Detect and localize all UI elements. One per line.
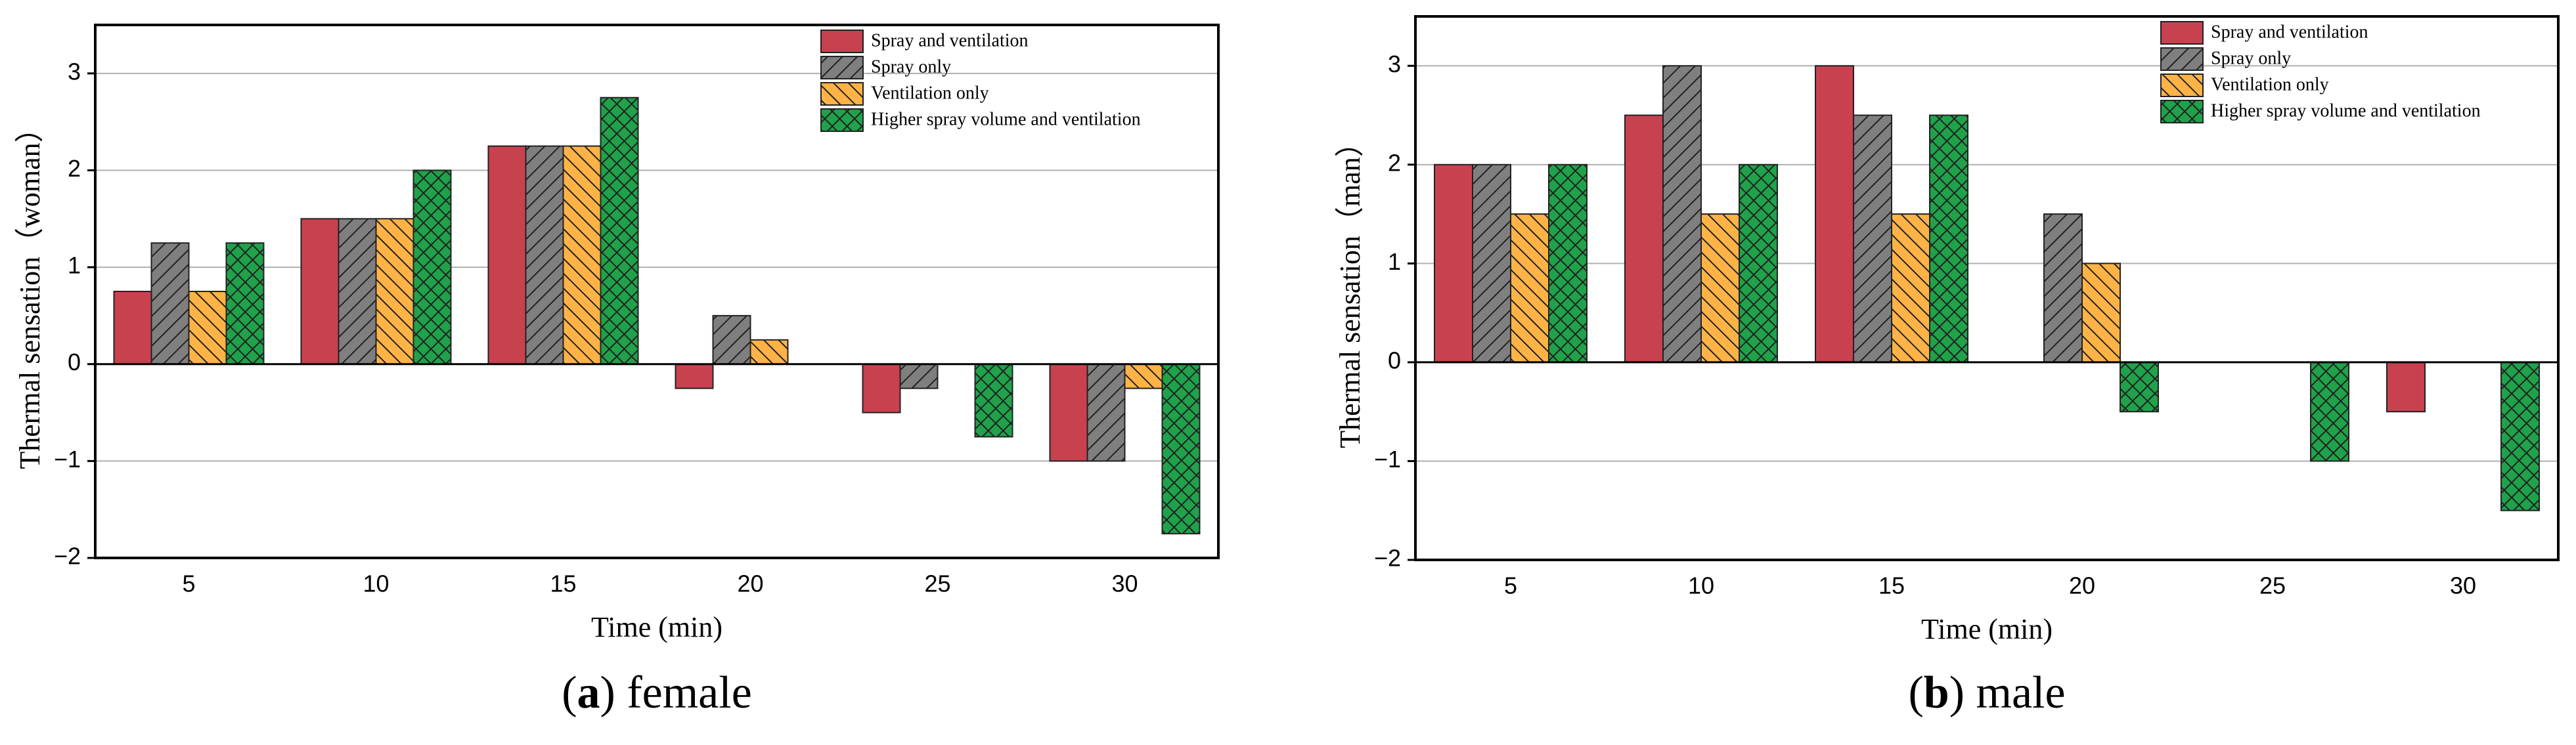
bar <box>562 145 602 365</box>
caption: (b) male <box>1908 668 2065 718</box>
caption-part: ( <box>1908 668 1923 718</box>
bar <box>412 169 452 365</box>
bar <box>1548 163 1588 363</box>
legend-label: Spray only <box>871 56 951 77</box>
bar <box>1086 363 1126 462</box>
bar <box>712 314 751 365</box>
legend-swatch <box>820 56 864 79</box>
legend-swatch <box>820 82 864 106</box>
y-axis-title: Thermal sensation（woman） <box>14 114 46 469</box>
legend-label: Spray only <box>2211 48 2291 68</box>
bar <box>1161 363 1201 535</box>
legend-label: Ventilation only <box>871 83 989 103</box>
caption-part: b <box>1924 668 1949 718</box>
y-tick-label: −2 <box>1374 545 1401 572</box>
bar <box>1624 114 1664 363</box>
bar <box>375 218 414 365</box>
legend-label: Spray and ventilation <box>2211 22 2368 42</box>
caption-part: a <box>577 668 600 718</box>
x-tick-label: 25 <box>2259 572 2286 599</box>
x-tick-label: 5 <box>182 570 195 597</box>
legend-label: Spray and ventilation <box>871 30 1029 51</box>
legend-swatch <box>2160 47 2204 71</box>
caption: (a) female <box>562 668 752 718</box>
bar <box>1662 65 1702 363</box>
legend-label: Higher spray volume and ventilation <box>871 109 1141 129</box>
legend-swatch <box>820 30 864 53</box>
bar <box>1700 213 1740 363</box>
bar <box>2386 361 2426 413</box>
x-axis-title: Time (min) <box>1921 613 2053 645</box>
y-tick-label: 3 <box>1388 51 1401 77</box>
bar <box>675 363 714 389</box>
bar <box>1929 114 1968 363</box>
y-tick-label: −1 <box>54 446 81 473</box>
x-tick-label: 10 <box>1688 572 1714 599</box>
x-tick-label: 25 <box>924 570 950 597</box>
bar <box>487 145 527 365</box>
bar <box>338 218 377 365</box>
y-tick-label: 2 <box>1388 149 1401 176</box>
bar <box>300 218 340 365</box>
x-tick-label: 15 <box>1878 572 1905 599</box>
bar <box>862 363 901 414</box>
bar <box>1124 363 1163 389</box>
legend-label: Ventilation only <box>2211 74 2329 95</box>
y-tick-label: −1 <box>1374 446 1401 473</box>
y-tick-label: 1 <box>1388 248 1401 275</box>
legend-swatch <box>2160 100 2204 123</box>
bar <box>525 145 564 365</box>
x-tick-label: 30 <box>1111 570 1138 597</box>
bar <box>225 242 265 365</box>
bar <box>1510 213 1549 363</box>
y-axis-title: Thermal sensation（man） <box>1334 128 1366 448</box>
caption-part: ) female <box>600 668 752 718</box>
x-tick-label: 10 <box>363 570 389 597</box>
bar <box>2081 263 2121 363</box>
x-tick-label: 30 <box>2450 572 2476 599</box>
x-axis-title: Time (min) <box>591 611 722 643</box>
legend-label: Higher spray volume and ventilation <box>2211 100 2481 121</box>
x-tick-label: 20 <box>2069 572 2095 599</box>
legend-swatch <box>2160 21 2204 45</box>
bar <box>1815 65 1854 363</box>
bar <box>2120 361 2159 413</box>
bar <box>974 363 1013 438</box>
legend-swatch <box>820 108 864 132</box>
bar <box>1739 163 1778 363</box>
caption-part: ) male <box>1949 668 2066 718</box>
bar <box>2043 213 2083 363</box>
bar <box>899 363 939 389</box>
x-tick-label: 20 <box>737 570 763 597</box>
bar <box>150 242 190 365</box>
y-tick-label: −2 <box>54 543 81 570</box>
bar <box>1472 163 1511 363</box>
bar <box>2500 361 2540 511</box>
y-tick-label: 3 <box>68 58 81 85</box>
bar <box>1891 213 1930 363</box>
bar <box>1434 163 1473 363</box>
bar <box>749 339 789 365</box>
plot-frame <box>94 24 1220 559</box>
legend-swatch <box>2160 74 2204 97</box>
x-tick-label: 15 <box>550 570 576 597</box>
bar <box>1049 363 1088 462</box>
plot-frame <box>1414 15 2560 561</box>
y-tick-label: 0 <box>68 349 81 375</box>
bar <box>188 291 227 365</box>
y-tick-label: 1 <box>68 252 81 279</box>
y-tick-label: 2 <box>68 155 81 182</box>
bar <box>2310 361 2349 462</box>
bar <box>1853 114 1892 363</box>
bar <box>600 96 639 365</box>
caption-part: ( <box>562 668 577 718</box>
y-tick-label: 0 <box>1388 347 1401 373</box>
x-tick-label: 5 <box>1504 572 1517 599</box>
bar <box>113 291 152 365</box>
